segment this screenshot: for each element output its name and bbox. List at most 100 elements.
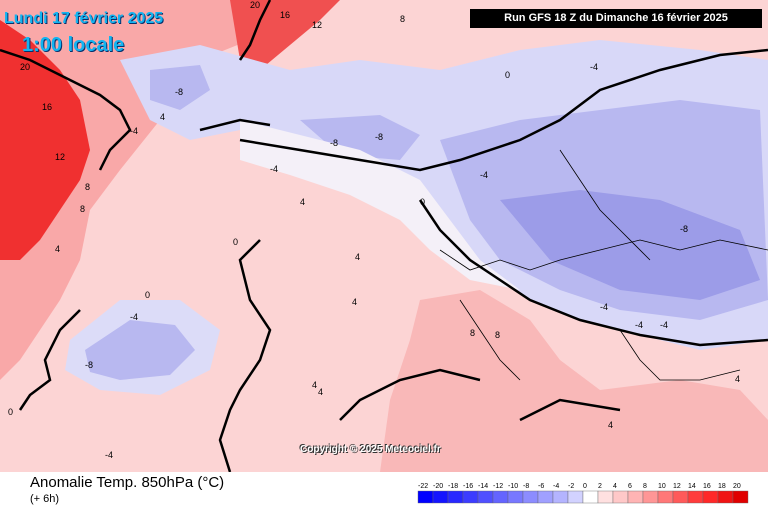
legend-label: 6 [628,483,632,490]
borders-central [439,239,768,271]
legend-swatch [657,490,674,504]
legend-label: -14 [478,483,488,490]
contour-label: 0 [145,290,150,300]
contour-label: -4 [480,170,488,180]
contour-label: -8 [175,87,183,97]
contour-label: 8 [400,14,405,24]
legend-label: 20 [733,483,741,490]
legend-label: -8 [523,483,529,490]
contour-label: -8 [330,138,338,148]
contour-label: 4 [735,374,740,384]
coastline-atlantic-west [18,309,81,411]
legend-swatch [642,490,659,504]
contour-label: 4 [355,252,360,262]
legend-label: -16 [463,483,473,490]
legend-swatch [462,490,479,504]
contour-label: 8 [470,328,475,338]
legend-label: 2 [598,483,602,490]
coastline-svalbard [238,0,272,61]
coastline-europe-south [418,199,768,347]
legend-swatch [702,490,719,504]
contour-label: -4 [105,450,113,460]
legend-swatch [492,490,509,504]
coastline-greenland [0,48,132,171]
borders-iberia [459,299,521,381]
contour-label: 20 [250,0,260,10]
contour-label: 0 [233,237,238,247]
contour-label: 0 [505,70,510,80]
legend-swatch [432,490,449,504]
legend-label: 8 [643,483,647,490]
warm-region-mediterranean [380,290,768,472]
contour-label: -4 [270,164,278,174]
contour-label: 0 [420,197,425,207]
legend-swatch [732,490,749,504]
contour-label: 8 [495,330,500,340]
legend-swatch [597,490,614,504]
legend-label: 10 [658,483,666,490]
legend-label: 14 [688,483,696,490]
contour-label: 4 [352,297,357,307]
legend-swatch [612,490,629,504]
legend-label: -12 [493,483,503,490]
anomaly-map: 20 16 12 8 4 0 -4 -8 20 16 12 8 4 0 -4 -… [0,0,768,472]
contour-label: -4 [590,62,598,72]
legend-swatch [537,490,554,504]
contour-label: 4 [312,380,317,390]
borders-east [559,149,651,261]
legend-label: -4 [553,483,559,490]
cold-core-atlantic [85,320,195,380]
legend-swatch [417,490,434,504]
legend-swatch [477,490,494,504]
warm-core-greenland [0,20,90,260]
legend-swatch [717,490,734,504]
legend-label: -10 [508,483,518,490]
legend-swatch [567,490,584,504]
contour-label: -4 [130,312,138,322]
legend-label: 4 [613,483,617,490]
coastline-africa-east [519,398,621,422]
run-info: Run GFS 18 Z du Dimanche 16 février 2025 [470,9,762,28]
contour-label: -4 [635,320,643,330]
contour-label: -4 [660,320,668,330]
coastline-north [239,48,768,172]
contour-label: 12 [55,152,65,162]
contour-label: 4 [55,244,60,254]
map-subtitle: (+ 6h) [30,493,60,505]
borders-balkans [619,329,741,381]
legend-label: 18 [718,483,726,490]
legend-swatch [522,490,539,504]
warm-core-north [230,0,340,70]
contour-label: 4 [300,197,305,207]
copyright-notice: Copyright © 2025 Meteociel.fr [300,444,441,455]
contour-label: -8 [680,224,688,234]
legend-swatch [627,490,644,504]
cold-pocket-north [150,65,210,110]
contour-label: 0 [8,407,13,417]
contour-label: -4 [600,302,608,312]
legend-label: -20 [433,483,443,490]
contour-label: 8 [80,204,85,214]
cold-core-east [500,190,760,300]
contour-label: 16 [280,10,290,20]
coastline-africa-north [339,368,481,421]
legend-swatch [447,490,464,504]
legend-label: 12 [673,483,681,490]
forecast-time: 1:00 locale [22,34,125,56]
contour-label: 16 [42,102,52,112]
contour-label: -8 [375,132,383,142]
color-legend: -22 -20 -18 -16 -14 -12 -10 -8 -6 -4 -2 0 2 4 6 8 10 12 14… [417,483,749,504]
legend-swatch [507,490,524,504]
legend-label: 16 [703,483,711,490]
legend-label: -6 [538,483,544,490]
legend-swatch [687,490,704,504]
neutral-band [240,120,520,290]
contour-label: 4 [608,420,613,430]
contour-label: -4 [130,126,138,136]
forecast-date: Lundi 17 février 2025 [4,10,164,27]
contour-label: 20 [20,62,30,72]
cold-pocket-north-sea [300,115,420,160]
coastline-atlantic-east [218,239,272,472]
legend-label: -18 [448,483,458,490]
contour-label: 4 [318,387,323,397]
